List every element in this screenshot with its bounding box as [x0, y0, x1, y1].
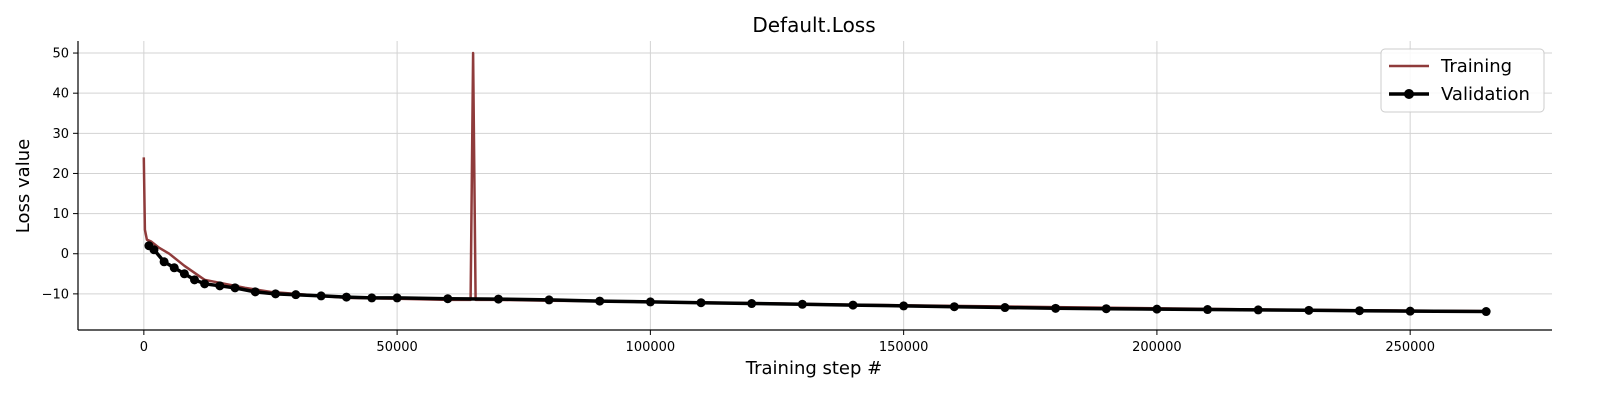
validation-point — [271, 289, 281, 299]
validation-point — [1405, 306, 1415, 316]
y-axis-label: Loss value — [13, 139, 34, 233]
y-tick-label: 50 — [52, 47, 69, 62]
x-tick-label: 250000 — [1385, 340, 1435, 355]
plot-area — [142, 51, 1491, 317]
validation-point — [595, 296, 605, 306]
validation-point — [316, 291, 326, 301]
validation-point — [797, 299, 807, 309]
validation-point — [291, 290, 301, 300]
y-tick-label: 10 — [52, 207, 69, 222]
validation-point — [696, 298, 706, 308]
validation-point — [190, 275, 200, 285]
validation-point — [544, 295, 554, 305]
validation-point — [443, 294, 453, 304]
y-tick-label: 0 — [61, 247, 69, 262]
y-tick-label: 40 — [52, 87, 69, 102]
validation-line — [147, 244, 1487, 314]
x-axis-label: Training step # — [745, 358, 883, 379]
y-tick-label: 30 — [52, 127, 69, 142]
y-tick-label: −10 — [42, 287, 69, 302]
validation-point — [392, 293, 402, 303]
validation-point — [645, 297, 655, 307]
x-tick-label: 150000 — [879, 340, 929, 355]
validation-point — [899, 301, 909, 311]
validation-point — [250, 287, 260, 297]
validation-point — [159, 257, 169, 267]
validation-point — [1355, 306, 1365, 316]
validation-point — [949, 302, 959, 312]
legend-validation-marker — [1404, 89, 1414, 99]
validation-point — [493, 294, 503, 304]
validation-point — [848, 300, 858, 310]
validation-point — [1481, 307, 1491, 317]
validation-point — [200, 279, 210, 289]
x-tick-label: 200000 — [1132, 340, 1182, 355]
validation-point — [747, 299, 757, 309]
grid — [78, 41, 1552, 330]
validation-point — [1152, 304, 1162, 314]
validation-point — [341, 292, 351, 302]
validation-point — [179, 269, 189, 279]
validation-point — [169, 263, 179, 273]
x-tick-label: 100000 — [626, 340, 676, 355]
validation-point — [149, 245, 159, 255]
y-tick-label: 20 — [52, 167, 69, 182]
x-tick-label: 50000 — [376, 340, 417, 355]
validation-point — [1051, 303, 1061, 313]
validation-point — [230, 283, 240, 293]
legend: Training Validation — [1380, 48, 1545, 113]
training-line — [142, 51, 1487, 313]
validation-point — [1304, 305, 1314, 315]
validation-point — [1253, 305, 1263, 315]
chart-title: Default.Loss — [752, 13, 875, 37]
validation-point — [1000, 303, 1010, 313]
legend-validation-label: Validation — [1441, 84, 1530, 105]
validation-point — [215, 281, 225, 291]
validation-point — [1203, 305, 1213, 315]
x-tick-label: 0 — [140, 340, 148, 355]
validation-point — [1101, 304, 1111, 314]
validation-point — [367, 293, 377, 303]
legend-training-label: Training — [1440, 56, 1512, 77]
axes: 0 50000 100000 150000 200000 250000 −10 0 10 20 30… — [42, 41, 1552, 355]
